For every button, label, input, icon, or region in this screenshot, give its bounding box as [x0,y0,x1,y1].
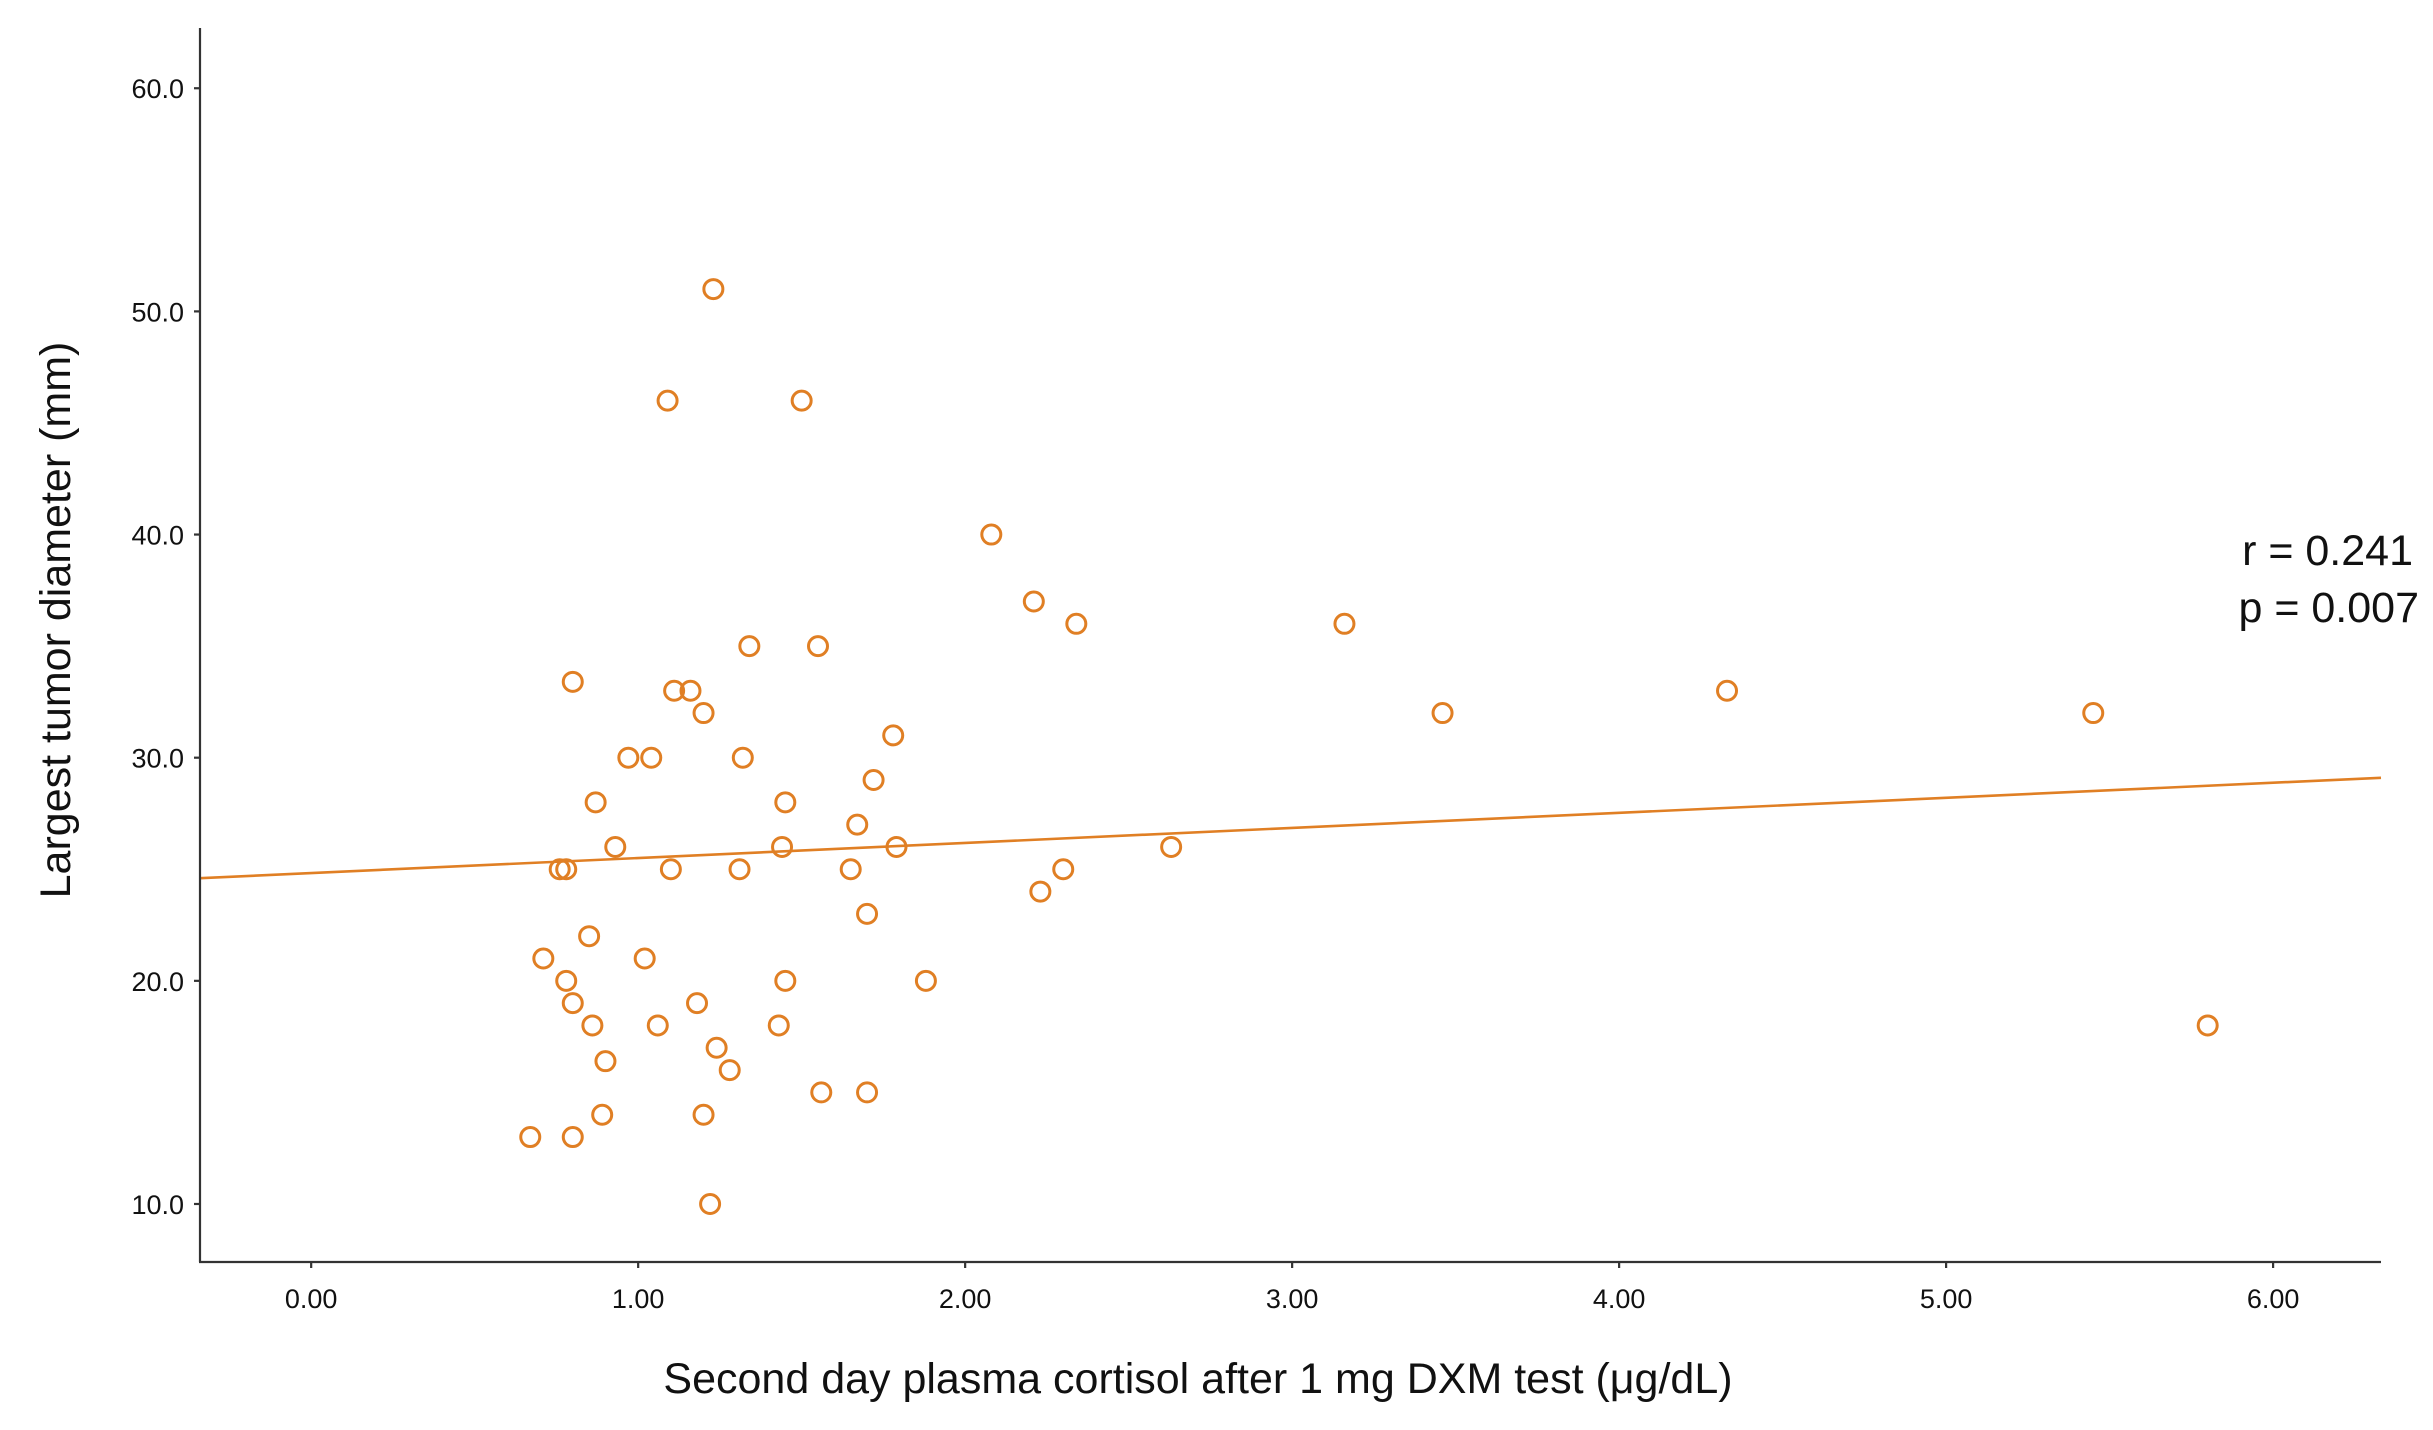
data-point [705,1036,728,1059]
x-tick-label: 2.00 [939,1284,992,1314]
data-point [882,724,905,747]
data-point [584,791,607,814]
data-point [2196,1014,2219,1037]
data-point [663,679,686,702]
data-point [1022,590,1045,613]
data-point [692,702,715,725]
y-axis-ticks: 10.0 20.0 30.0 40.0 50.0 60.0 [131,74,200,1220]
data-point [532,947,555,970]
data-point [846,813,869,836]
data-point [774,969,797,992]
data-point [555,969,578,992]
y-tick-label: 60.0 [131,74,184,104]
data-point [885,835,908,858]
data-point [617,746,640,769]
data-point [604,835,627,858]
data-point [856,902,879,925]
data-point [1029,880,1052,903]
data-point [1716,679,1739,702]
data-point [790,389,813,412]
y-tick-label: 10.0 [131,1190,184,1220]
y-tick-label: 50.0 [131,297,184,327]
data-point [856,1081,879,1104]
data-point [679,679,702,702]
data-point [594,1050,617,1073]
data-point [692,1103,715,1126]
data-point [738,635,761,658]
data-point [807,635,830,658]
data-point [839,858,862,881]
data-point [1431,702,1454,725]
data-point [2082,702,2105,725]
x-tick-label: 0.00 [285,1284,338,1314]
y-tick-label: 30.0 [131,744,184,774]
data-point [731,746,754,769]
x-axis-ticks: 0.00 1.00 2.00 3.00 4.00 5.00 6.00 [285,1262,2299,1314]
x-tick-label: 4.00 [1593,1284,1646,1314]
data-point [561,992,584,1015]
data-point [774,791,797,814]
data-point [548,858,571,881]
x-axis-title: Second day plasma cortisol after 1 mg DX… [663,1355,1732,1403]
data-point [581,1014,604,1037]
data-point [519,1126,542,1149]
data-point [686,992,709,1015]
regression-line [199,776,2382,880]
data-point [1052,858,1075,881]
data-point [633,947,656,970]
data-point [578,925,601,948]
data-point [646,1014,669,1037]
data-point [702,278,725,301]
data-point [728,858,751,881]
y-tick-label: 40.0 [131,521,184,551]
data-point [1065,612,1088,635]
data-point [980,523,1003,546]
data-point [1333,612,1356,635]
data-point [771,835,794,858]
data-point [640,746,663,769]
data-point [1160,835,1183,858]
y-tick-label: 20.0 [131,967,184,997]
data-point [659,858,682,881]
data-point [591,1103,614,1126]
x-tick-label: 6.00 [2247,1284,2300,1314]
data-points-layer [519,278,2219,1215]
correlation-r-label: r = 0.241 [2242,527,2413,575]
data-point [810,1081,833,1104]
data-point [718,1059,741,1082]
data-point [914,969,937,992]
data-point [699,1192,722,1215]
data-point [561,670,584,693]
regression-line-layer [199,776,2382,880]
data-point [555,858,578,881]
x-tick-label: 3.00 [1266,1284,1319,1314]
p-value-label: p = 0.007 [2238,584,2419,632]
x-tick-label: 5.00 [1920,1284,1973,1314]
data-point [561,1126,584,1149]
data-point [656,389,679,412]
data-point [767,1014,790,1037]
y-axis-title: Largest tumor diameter (mm) [32,342,80,899]
x-tick-label: 1.00 [612,1284,665,1314]
data-point [862,769,885,792]
